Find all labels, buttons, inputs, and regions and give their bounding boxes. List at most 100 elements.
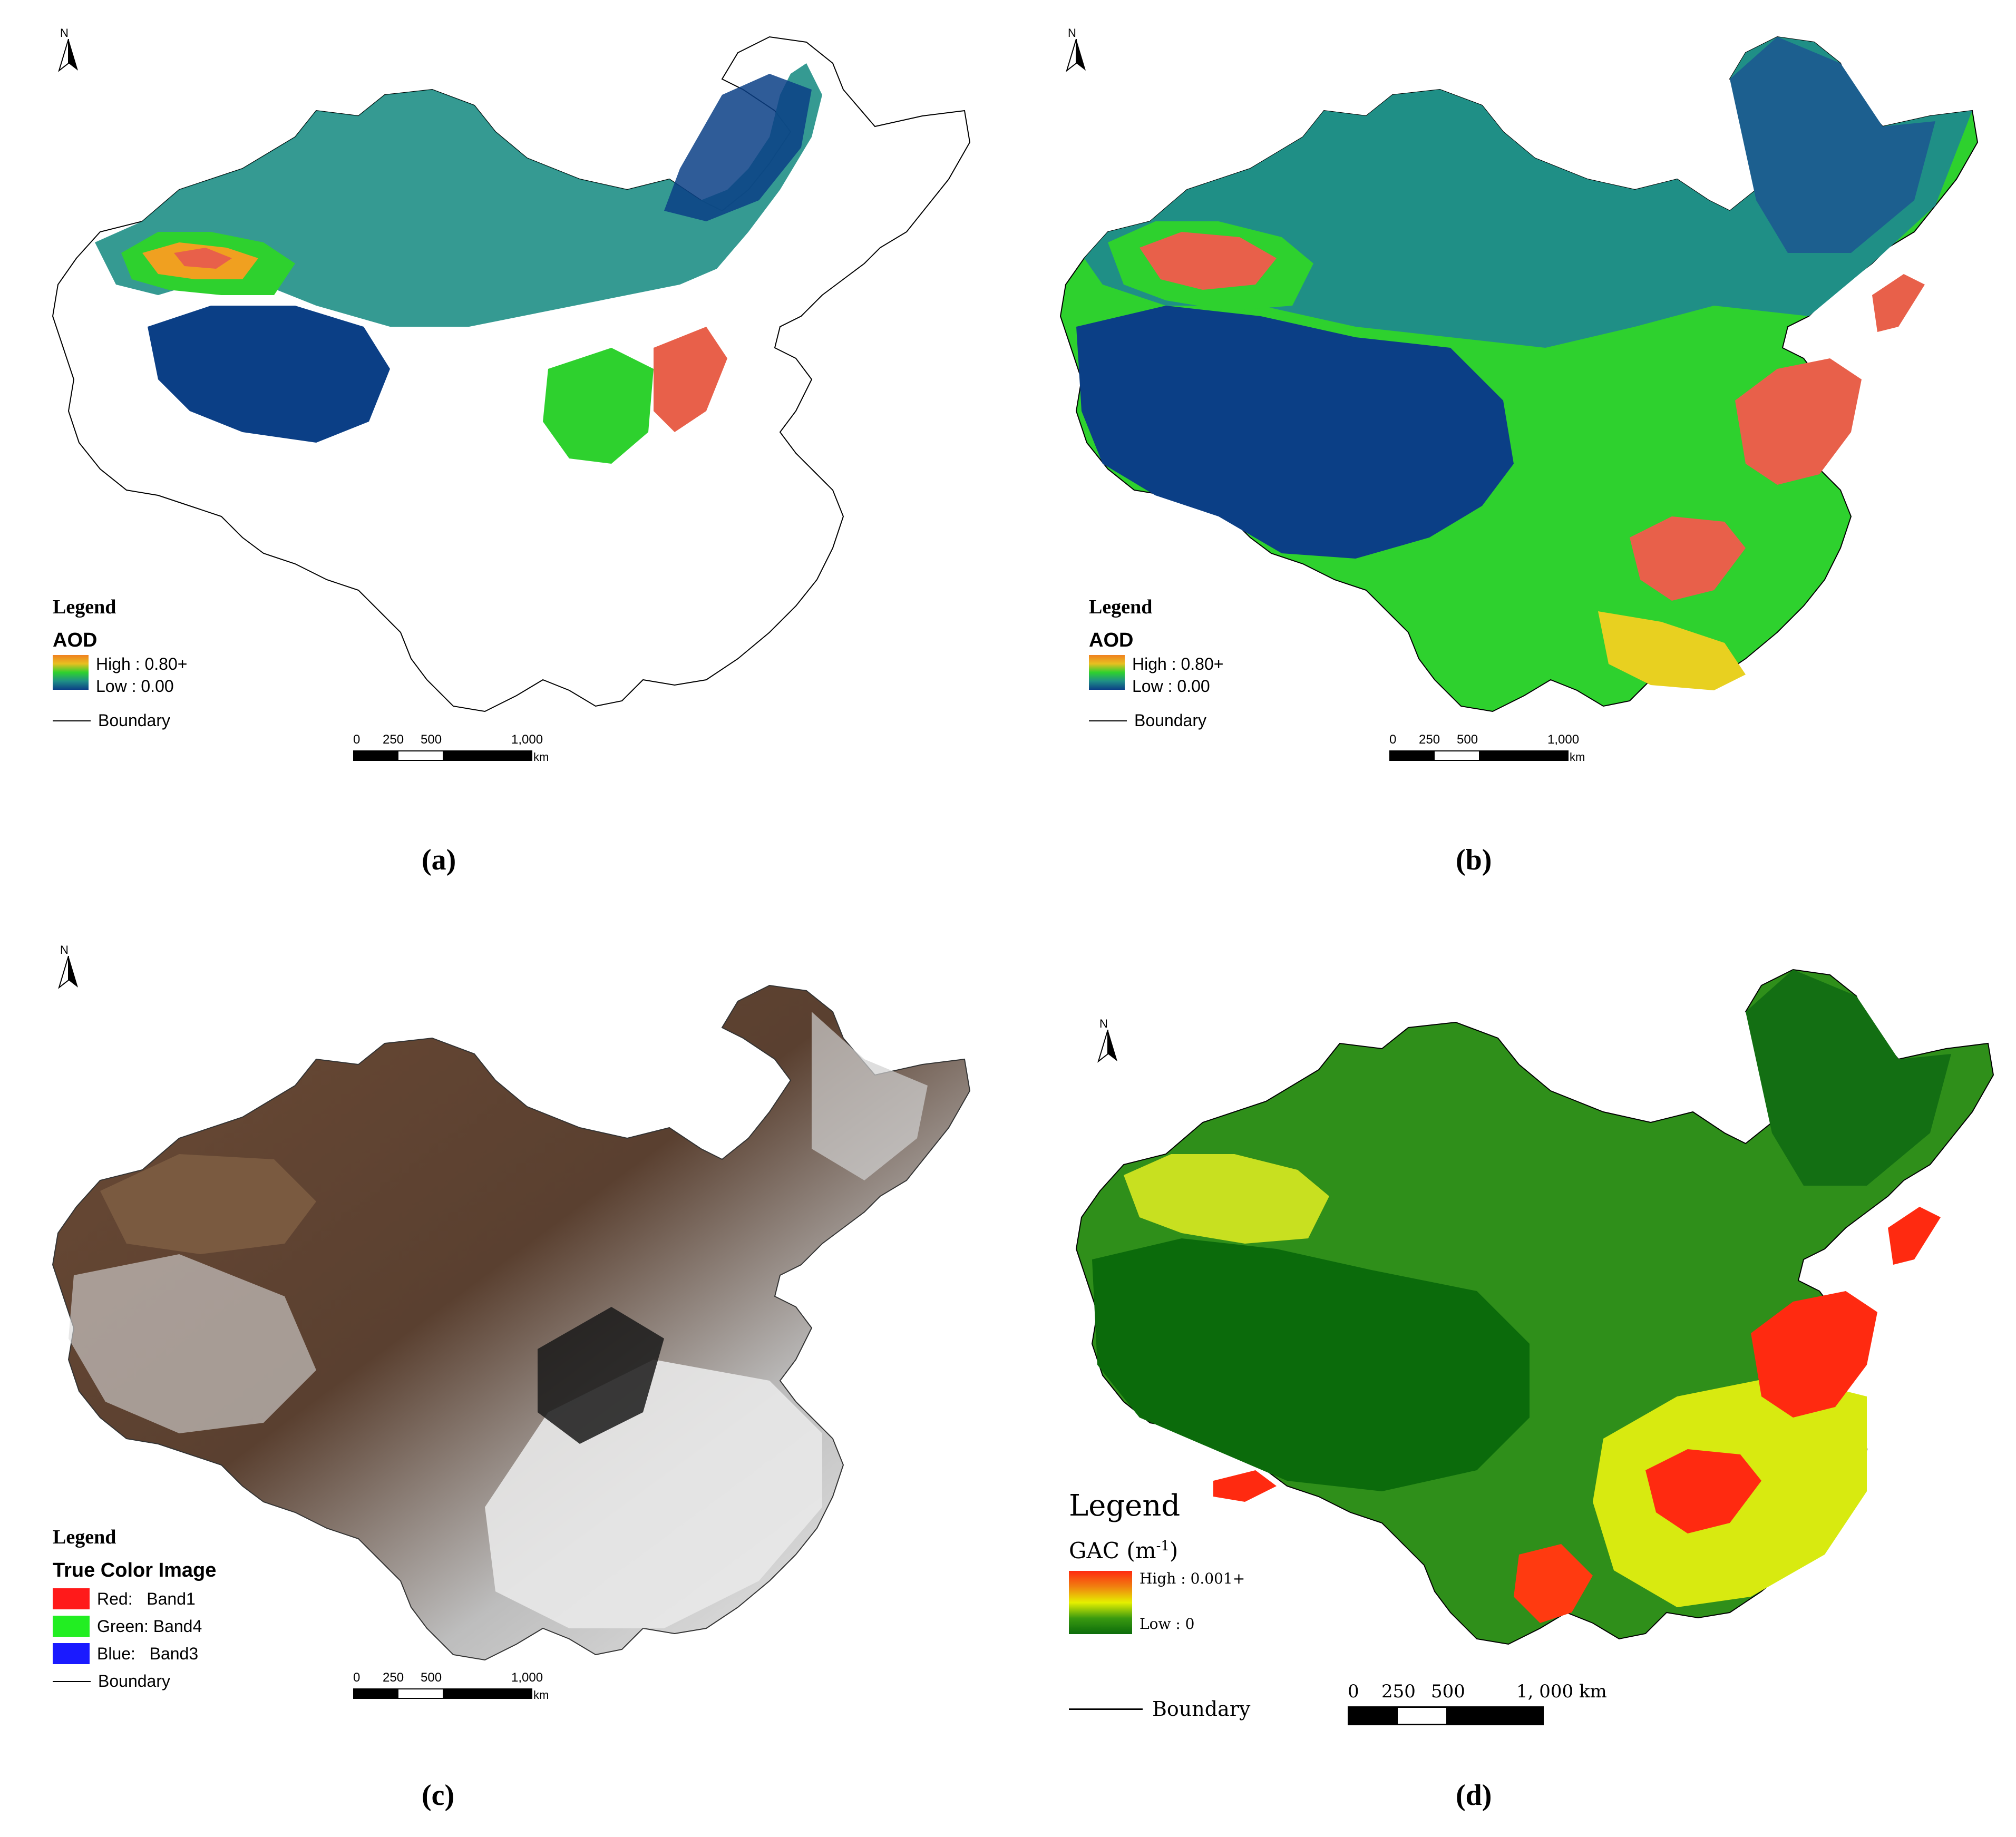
legend-high: High : 0.80+: [96, 654, 188, 673]
scale-tick: 1, 000 km: [1516, 1681, 1607, 1702]
caption-d: (d): [1456, 1779, 1492, 1812]
scale-tick: 500: [1457, 732, 1478, 747]
legend-low: Low : 0: [1140, 1615, 1195, 1633]
gac-red-liaoning-d: [1888, 1207, 1941, 1265]
legend-c: Legend True Color Image Red: Band1 Green…: [53, 1526, 216, 1691]
legend-subtitle: AOD: [1089, 629, 1134, 651]
color-ramp: [1069, 1571, 1132, 1634]
aod-red-ncp-b: [1735, 358, 1862, 485]
caption-b: (b): [1456, 844, 1492, 876]
legend-boundary: Boundary: [1089, 711, 1223, 730]
scale-tick: 500: [1431, 1681, 1465, 1702]
scale-tick: 250: [1419, 732, 1440, 747]
gac-red-yunnan-d: [1514, 1544, 1593, 1623]
legend-subtitle-sup: -1: [1156, 1538, 1170, 1554]
north-arrow-icon: [1097, 1030, 1117, 1063]
aod-yellow-south-b: [1598, 611, 1746, 690]
north-arrow-d: N: [1092, 1017, 1124, 1070]
boundary-line-swatch: [53, 1680, 91, 1682]
legend-boundary: Boundary: [53, 711, 187, 730]
legend-ramp: High : 0.001+ Low : 0: [1069, 1571, 1250, 1634]
aod-east-green-a: [543, 348, 654, 464]
scale-tick: 0: [353, 1670, 361, 1685]
scale-tick: 1,000: [511, 1670, 543, 1685]
legend-b: Legend AOD High : 0.80+ Low : 0.00 Bound…: [1089, 595, 1223, 730]
legend-boundary: Boundary: [53, 1672, 216, 1691]
scale-tick: 1,000: [511, 732, 543, 747]
panel-d: N Legend GAC (m-1) High : 0.001+ Low : 0…: [1008, 922, 2016, 1837]
legend-band-blue: Blue: Band3: [53, 1640, 216, 1667]
map-b: [1060, 36, 1978, 712]
panel-c: N Legend True Color Image Red: Band1 Gre…: [0, 922, 1008, 1837]
north-arrow-icon: [1066, 39, 1086, 72]
aod-low-tibet-b: [1076, 306, 1514, 559]
blue-swatch: [53, 1643, 90, 1664]
legend-boundary: Boundary: [1069, 1697, 1250, 1721]
aod-east-red-a: [654, 327, 727, 432]
scale-unit: km: [1570, 750, 1585, 764]
aod-ne-a: [664, 74, 812, 221]
gac-dark-tibet-d: [1092, 1238, 1530, 1491]
aod-red-sichuan-b: [1630, 516, 1746, 601]
scale-tick: 250: [383, 732, 404, 747]
gac-dark-ne-d: [1746, 970, 1951, 1186]
boundary-line-swatch: [1069, 1708, 1143, 1710]
band-label: Green: Band4: [97, 1616, 202, 1636]
legend-title: Legend: [1089, 596, 1153, 618]
panel-b: N Legend AOD High : 0.80+ Low : 0.00 Bou…: [1008, 0, 2016, 906]
legend-d: Legend GAC (m-1) High : 0.001+ Low : 0 B…: [1069, 1489, 1250, 1721]
scale-tick: 1,000: [1547, 732, 1580, 747]
scale-bar-d: 0 250 500 1, 000 km: [1348, 1681, 1622, 1725]
legend-band-red: Red: Band1: [53, 1585, 216, 1613]
tc-cloud-west-c: [69, 1254, 316, 1433]
legend-boundary-label: Boundary: [1152, 1697, 1251, 1721]
band-label: Red: Band1: [97, 1589, 196, 1608]
legend-boundary-label: Boundary: [98, 711, 170, 730]
scale-tick: 0: [1389, 732, 1397, 747]
legend-boundary-label: Boundary: [98, 1672, 170, 1691]
north-arrow-a: N: [53, 26, 84, 79]
map-a: [52, 36, 970, 712]
legend-title: Legend: [1069, 1489, 1181, 1523]
map-d: [1076, 969, 1994, 1645]
scale-unit: km: [533, 1688, 549, 1702]
north-label: N: [1099, 1017, 1108, 1030]
boundary-line-swatch: [53, 720, 91, 721]
map-c: [52, 985, 970, 1660]
north-arrow-c: N: [53, 943, 84, 996]
scale-bar-a: 0 250 500 1,000 km: [353, 732, 549, 764]
scale-tick: 500: [421, 732, 442, 747]
legend-ramp: High : 0.80+ Low : 0.00: [53, 655, 187, 695]
legend-high: High : 0.80+: [1132, 654, 1224, 673]
legend-boundary-label: Boundary: [1134, 711, 1206, 730]
tc-cloud-ne-c: [812, 1012, 928, 1180]
legend-subtitle-text: GAC (m: [1069, 1538, 1156, 1564]
aod-red-tarim-b: [1140, 232, 1277, 290]
legend-subtitle: True Color Image: [53, 1559, 217, 1581]
scale-bar-c: 0 250 500 1,000 km: [353, 1670, 549, 1702]
legend-low: Low : 0.00: [1132, 677, 1210, 696]
boundary-line-swatch: [1089, 720, 1127, 721]
scale-bar-b: 0 250 500 1,000 km: [1389, 732, 1585, 764]
scale-tick: 500: [421, 1670, 442, 1685]
scale-unit: km: [533, 750, 549, 764]
north-arrow-icon: [58, 39, 78, 72]
color-ramp: [53, 655, 89, 690]
band-label: Blue: Band3: [97, 1644, 199, 1663]
caption-a: (a): [422, 844, 456, 876]
scale-tick: 0: [1348, 1681, 1359, 1702]
color-ramp: [1089, 655, 1125, 690]
legend-title: Legend: [53, 596, 116, 618]
caption-c: (c): [422, 1779, 455, 1812]
gac-yellow-north-d: [1124, 1154, 1329, 1244]
legend-a: Legend AOD High : 0.80+ Low : 0.00 Bound…: [53, 595, 187, 730]
panel-a: N Legend AOD High : 0.80+ Low : 0.00 Bou…: [0, 0, 1008, 906]
tc-dark-center-c: [538, 1307, 664, 1444]
north-label: N: [1068, 26, 1076, 40]
north-label: N: [60, 943, 69, 956]
legend-title: Legend: [53, 1526, 116, 1548]
gac-red-ncp-d: [1751, 1291, 1877, 1418]
tc-desert-c: [100, 1154, 316, 1254]
legend-subtitle-end: ): [1169, 1538, 1179, 1564]
aod-ne-blue-b: [1730, 37, 1935, 253]
